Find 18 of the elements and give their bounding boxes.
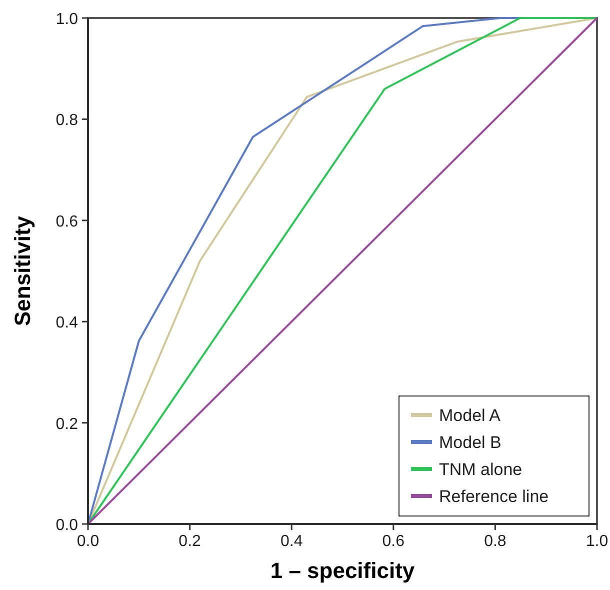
- y-tick-label: 1.0: [56, 11, 78, 28]
- legend-label: TNM alone: [439, 460, 522, 479]
- x-tick-label: 0.4: [280, 533, 303, 550]
- x-tick-label: 0.8: [484, 533, 506, 550]
- legend-label: Reference line: [439, 487, 549, 506]
- y-tick-label: 0.0: [56, 517, 78, 534]
- y-tick-label: 0.6: [56, 213, 78, 230]
- legend-label: Model A: [439, 406, 502, 425]
- x-tick-label: 0.2: [178, 533, 202, 550]
- x-tick-label: 0.0: [76, 533, 100, 550]
- y-axis-title: Sensitivity: [10, 215, 35, 326]
- legend-label: Model B: [439, 433, 502, 452]
- x-tick-label: 1.0: [586, 533, 608, 550]
- x-tick-label: 0.6: [382, 533, 405, 550]
- x-axis-title: 1 – specificity: [270, 558, 416, 583]
- y-tick-label: 0.2: [56, 416, 78, 433]
- y-tick-label: 0.8: [56, 112, 78, 130]
- y-tick-label: 0.4: [56, 314, 78, 332]
